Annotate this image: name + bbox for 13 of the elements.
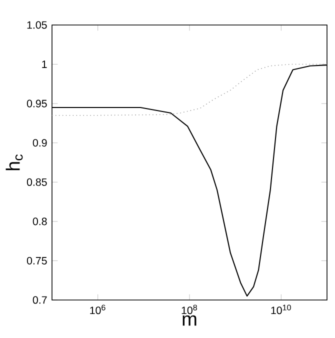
y-tick-label: 0.9 [32,139,47,147]
x-axis-title: m [182,315,196,326]
y-tick-label: 0.95 [26,100,47,108]
x-tick-label: 10$^{10}$ [271,304,291,314]
y-tick-label: 0.75 [26,256,47,264]
y-tick-label: 0.85 [26,178,47,186]
y-tick-label: 1 [42,60,47,68]
x-tick-label: 10$^{6}$ [90,304,106,314]
y-tick-label: 0.8 [32,218,47,226]
y-tick-label: 0.7 [32,296,47,304]
y-tick-label: 1.05 [27,21,47,29]
x-tick-label: 10$^{8}$ [182,304,197,314]
y-axis-title: h$_{c}$ [6,154,23,170]
